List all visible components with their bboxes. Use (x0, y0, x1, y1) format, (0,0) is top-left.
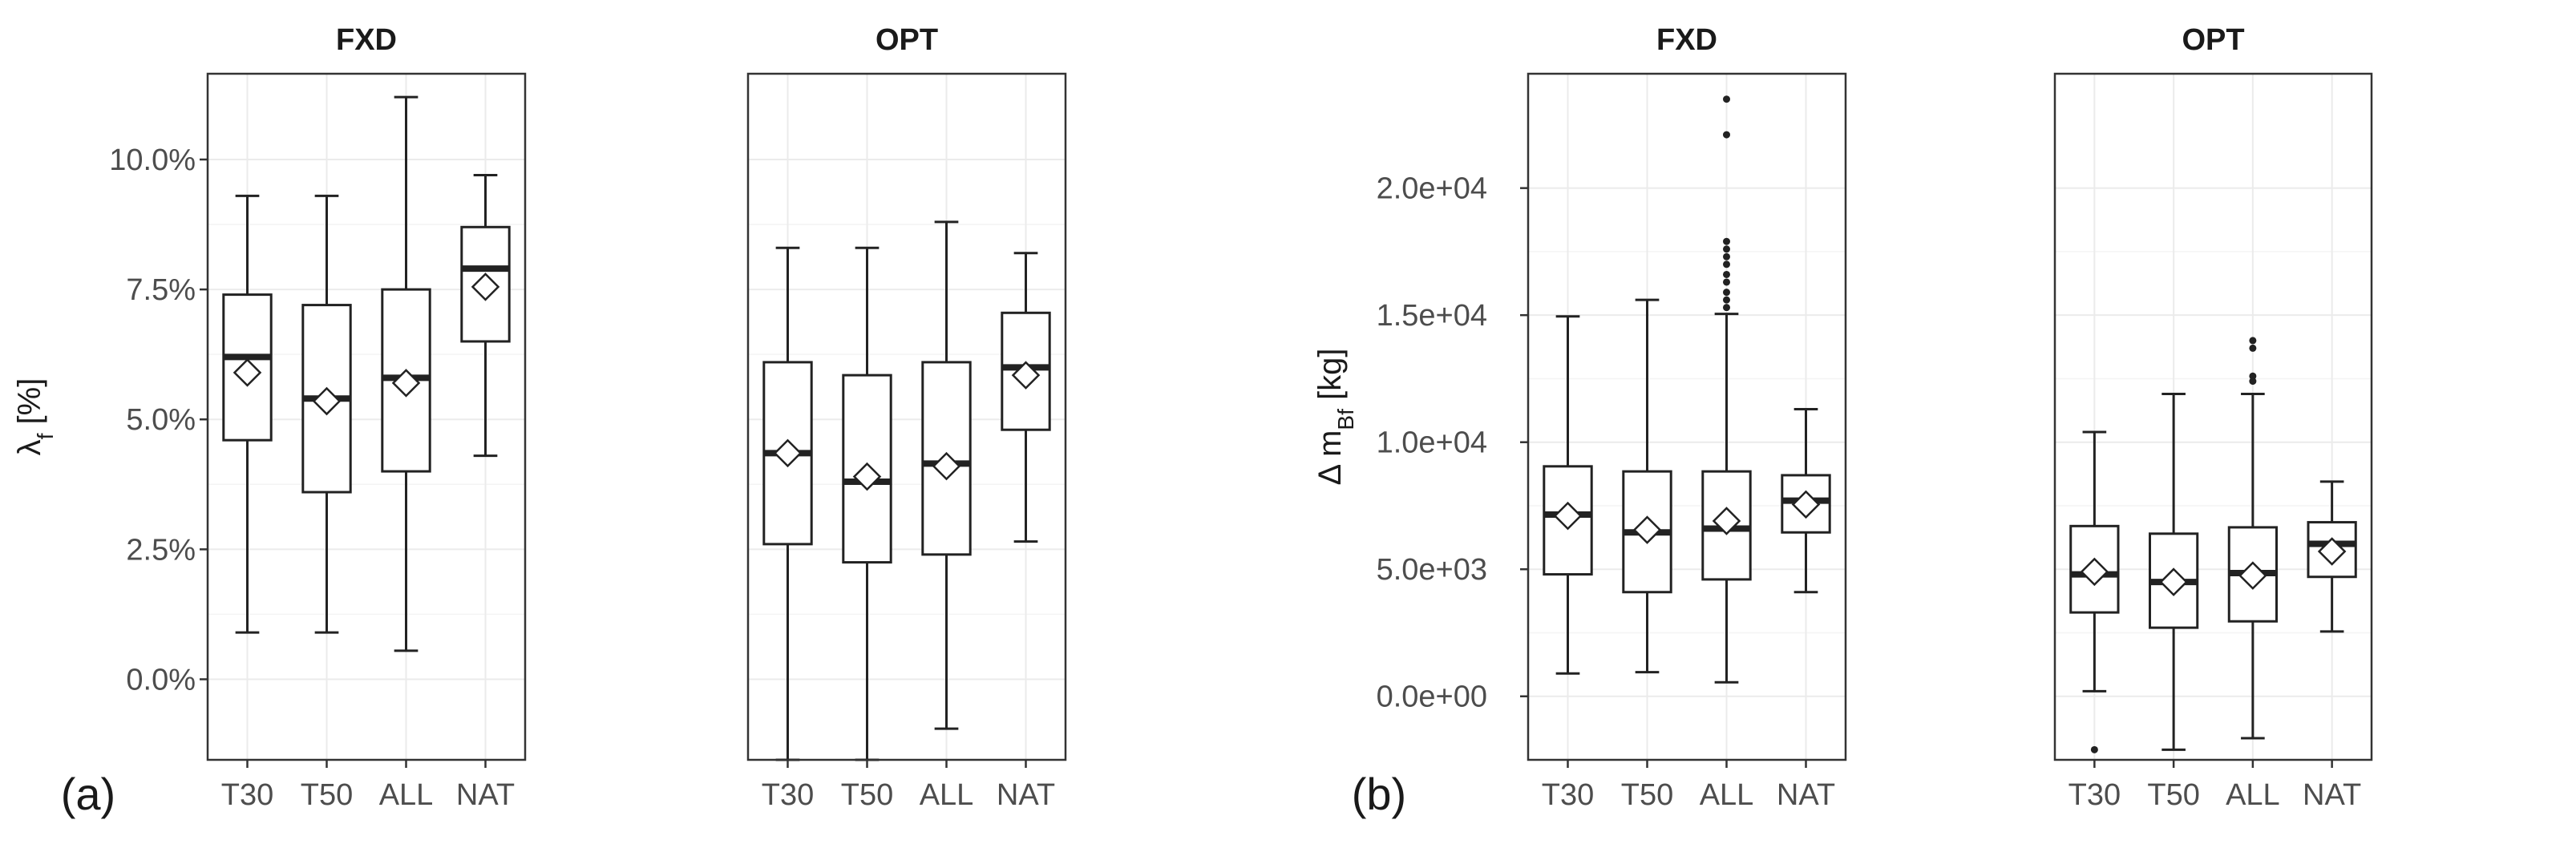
y-axis-title: Δ mBf [kg] (1312, 348, 1358, 485)
x-tick-label: ALL (1700, 778, 1754, 812)
mean-marker (312, 386, 342, 416)
box-nat (460, 173, 511, 458)
outlier-point (1723, 131, 1730, 139)
box-t50 (301, 194, 352, 634)
y-axis-title-subscript: Bf (1333, 409, 1358, 430)
box-nat (1001, 252, 1051, 543)
mean-marker (1011, 361, 1041, 390)
mean-marker (2159, 567, 2188, 596)
box-t30 (762, 246, 813, 761)
outlier-point (1723, 296, 1730, 304)
mean-marker (233, 358, 262, 387)
y-axis-title-unit: [kg] (1312, 348, 1348, 409)
x-tick-label: T30 (1542, 778, 1594, 812)
outlier-point (1723, 260, 1730, 269)
y-axis-title-main: Δ m (1312, 430, 1348, 486)
y-tick-label: 5.0% (126, 403, 196, 437)
mean-marker (932, 451, 961, 481)
mean-marker (471, 273, 500, 301)
mean-marker (1553, 501, 1583, 531)
box-nat (1781, 407, 1831, 594)
mean-marker (1791, 490, 1821, 519)
mean-marker (852, 462, 882, 491)
y-tick-label: 5.0e+03 (1377, 553, 1487, 587)
mean-marker (1712, 507, 1741, 535)
chart-group: FXD T30 T50 ALL NAT OPT T30 T50 ALL NAT 0.0% 2.5% 5.… (12, 23, 1067, 819)
y-tick-label: 1.5e+04 (1377, 299, 1487, 333)
outlier-point (1723, 252, 1730, 260)
outlier-point (2249, 337, 2257, 345)
outlier-point (1723, 245, 1730, 253)
outlier-point (1723, 278, 1730, 286)
box-t50 (1622, 298, 1672, 674)
x-tick-label: T50 (2147, 778, 2199, 812)
y-tick-label: 2.5% (126, 533, 196, 567)
y-tick-label: 1.0e+04 (1377, 426, 1487, 460)
outlier-point (2090, 745, 2098, 753)
outlier-point (1723, 304, 1730, 312)
box-iqr (222, 293, 273, 442)
box-all (921, 220, 972, 730)
box-t30 (222, 194, 273, 634)
facet-title: FXD (1656, 23, 1717, 57)
box-t50 (2149, 392, 2199, 751)
mean-marker (2317, 537, 2347, 566)
y-axis-title-subscript: f (33, 433, 58, 439)
panel-label: (a) (61, 769, 115, 819)
y-axis-title-unit: [%] (12, 378, 47, 434)
x-tick-label: NAT (1777, 778, 1835, 812)
outlier-point (1723, 270, 1730, 278)
x-tick-label: NAT (997, 778, 1055, 812)
x-tick-label: NAT (456, 778, 515, 812)
box-t30 (1543, 315, 1593, 675)
y-tick-label: 10.0% (109, 143, 196, 177)
outlier-point (1723, 289, 1730, 297)
x-tick-label: ALL (2226, 778, 2280, 812)
box-t30 (2069, 430, 2120, 753)
facet-title: OPT (2182, 23, 2244, 57)
mean-marker (391, 369, 421, 398)
mean-marker (2238, 561, 2267, 590)
x-tick-label: T50 (841, 778, 893, 812)
outlier-point (1723, 237, 1730, 245)
chart-group: FXD T30 T50 ALL NAT OPT T30 T50 ALL NAT 0.0e+00 5.0… (1312, 23, 2373, 819)
y-tick-label: 0.0e+00 (1377, 680, 1487, 714)
panel-border (2053, 72, 2373, 761)
outlier-point (1723, 95, 1730, 103)
y-tick-label: 0.0% (126, 663, 196, 697)
panel-border (1527, 72, 1847, 761)
mean-marker (773, 438, 803, 468)
y-axis-title: λf [%] (12, 378, 58, 456)
outlier-point (2249, 372, 2257, 380)
x-tick-label: T50 (1621, 778, 1673, 812)
outlier-point (2249, 378, 2257, 386)
x-tick-label: T30 (221, 778, 273, 812)
box-all (1701, 95, 1752, 684)
x-tick-label: T30 (762, 778, 814, 812)
box-t50 (842, 246, 892, 761)
mean-marker (1632, 515, 1662, 544)
panel-label: (b) (1352, 769, 1406, 819)
x-tick-label: ALL (920, 778, 974, 812)
box-all (381, 95, 431, 652)
panel-border (746, 72, 1067, 761)
box-all (2227, 337, 2278, 740)
x-tick-label: T50 (301, 778, 353, 812)
facet-title: FXD (336, 23, 397, 57)
y-tick-label: 7.5% (126, 273, 196, 307)
outlier-point (2249, 344, 2257, 352)
panel-border (206, 72, 527, 761)
mean-marker (2080, 557, 2109, 587)
y-tick-label: 2.0e+04 (1377, 172, 1487, 206)
y-axis-title-main: λ (12, 439, 47, 455)
x-tick-label: T30 (2068, 778, 2121, 812)
box-nat (2307, 480, 2357, 633)
x-tick-label: NAT (2303, 778, 2361, 812)
facet-title: OPT (876, 23, 938, 57)
x-tick-label: ALL (379, 778, 434, 812)
